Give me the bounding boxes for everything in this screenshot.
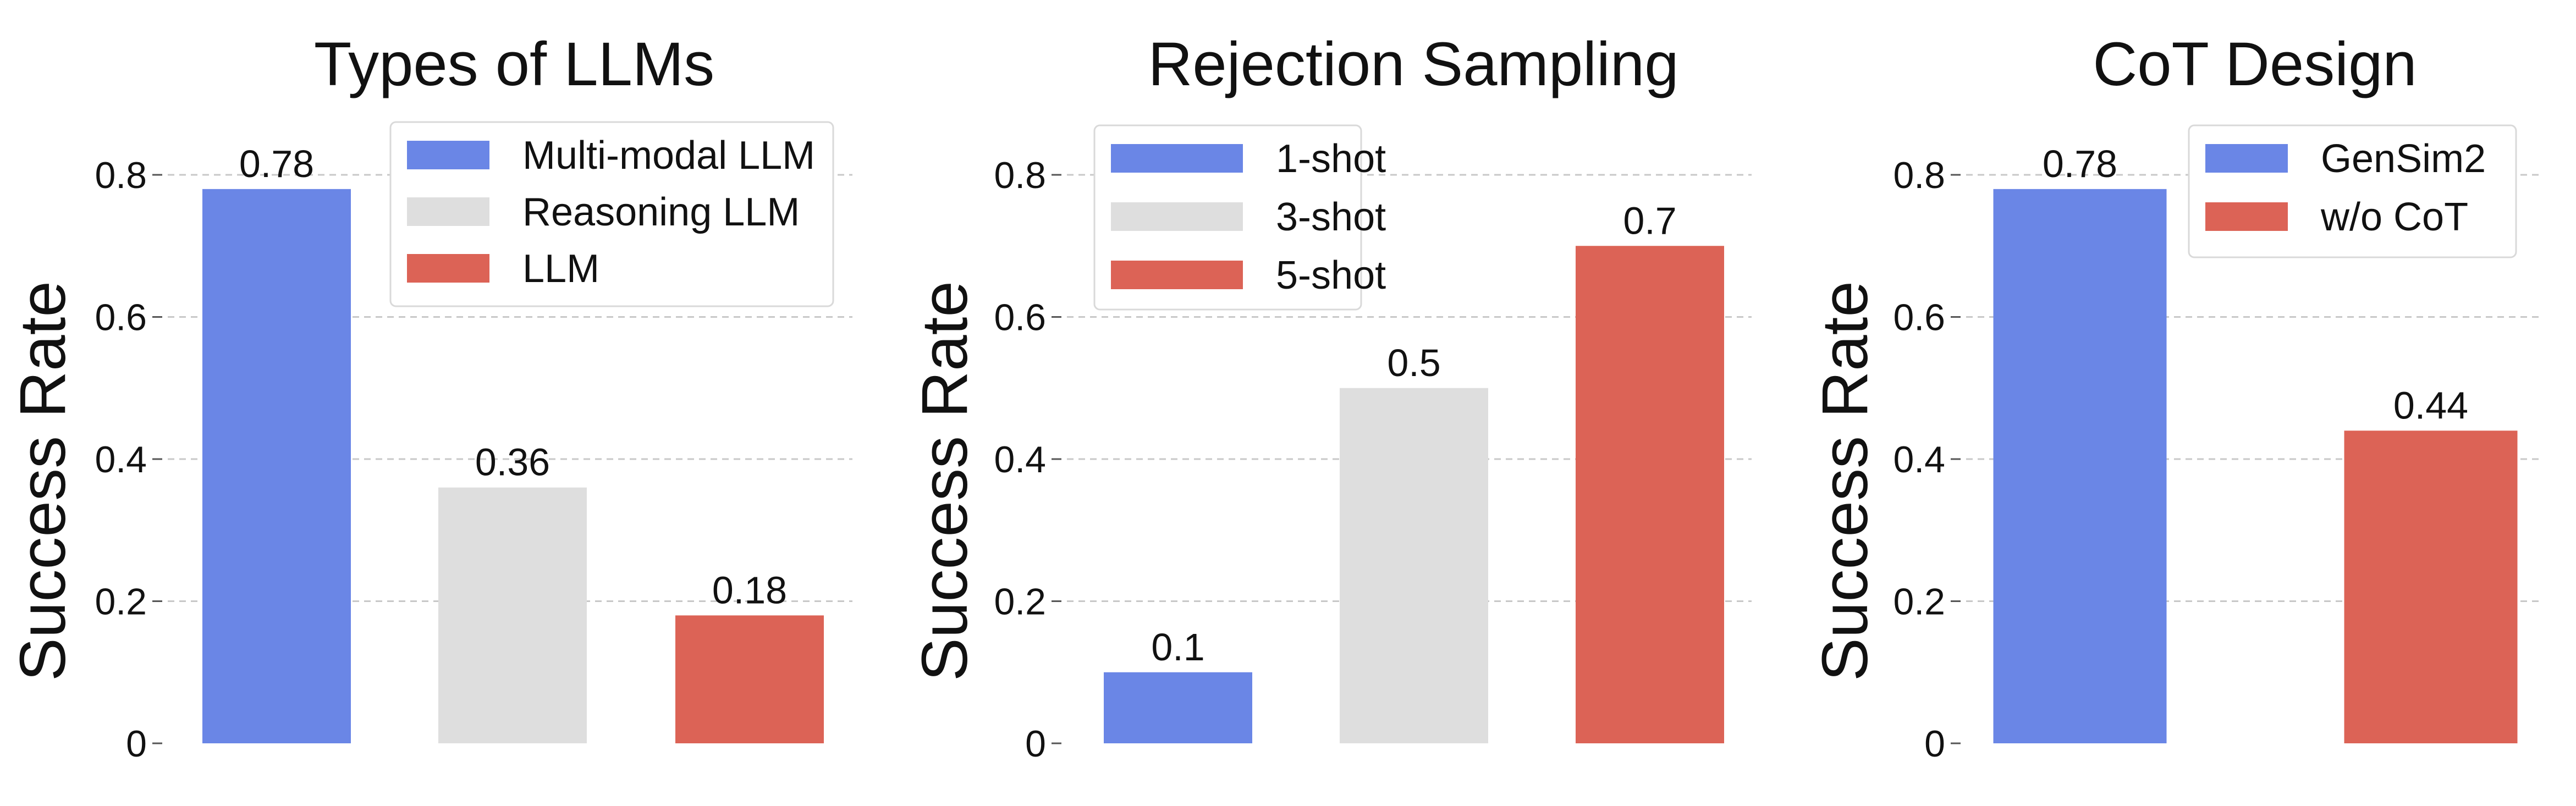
chart-panel-1: Types of LLMs Success Rate 0 0.2 0.4 0.6 0.8 0.… xyxy=(7,30,852,765)
y-tick-label: 0.2 xyxy=(1893,581,1945,623)
legend-swatch xyxy=(1111,144,1243,173)
bar xyxy=(1104,672,1252,743)
y-tick-label: 0.2 xyxy=(95,581,147,623)
legend: Multi-modal LLM Reasoning LLM LLM xyxy=(389,121,834,307)
legend: 1-shot 3-shot 5-shot xyxy=(1093,124,1386,311)
y-tick-label: 0.8 xyxy=(95,154,147,196)
legend-swatch xyxy=(1111,261,1243,289)
legend-entry: Multi-modal LLM xyxy=(522,134,815,178)
chart-panel-2: Rejection Sampling Success Rate 0 0.2 0.4 0.6… xyxy=(909,30,1752,765)
legend-swatch xyxy=(407,254,489,283)
legend: GenSim2 w/o CoT xyxy=(2188,124,2517,258)
y-tick-label: 0.4 xyxy=(994,439,1046,481)
y-tick-label: 0.4 xyxy=(1893,439,1945,481)
bar-value-label: 0.1 xyxy=(1151,626,1204,669)
y-tick-label: 0.6 xyxy=(994,297,1046,339)
y-tick-label: 0.4 xyxy=(95,439,147,481)
chart-title: Rejection Sampling xyxy=(1148,30,1679,98)
bar xyxy=(438,487,587,743)
bar-value-label: 0.44 xyxy=(2393,384,2468,427)
legend-entry: LLM xyxy=(522,247,599,291)
bar xyxy=(202,189,351,744)
legend-swatch xyxy=(2205,144,2288,173)
legend-entry: 5-shot xyxy=(1276,253,1386,297)
y-tick-label: 0 xyxy=(1924,723,1945,765)
legend-entry: 3-shot xyxy=(1276,195,1386,239)
bar xyxy=(1576,246,1724,743)
bar-value-label: 0.18 xyxy=(712,568,787,611)
bar xyxy=(2344,430,2518,743)
legend-entry: w/o CoT xyxy=(2320,195,2468,239)
y-tick-label: 0.8 xyxy=(994,154,1046,196)
bar-value-label: 0.7 xyxy=(1623,199,1676,242)
legend-swatch xyxy=(2205,202,2288,231)
legend-swatch xyxy=(407,197,489,226)
legend-swatch xyxy=(407,141,489,169)
legend-entry: Reasoning LLM xyxy=(522,190,800,234)
y-tick-label: 0 xyxy=(1025,723,1046,765)
y-axis-label: Success Rate xyxy=(909,281,981,681)
legend-entry: GenSim2 xyxy=(2321,137,2486,181)
y-tick-label: 0.8 xyxy=(1893,154,1945,196)
bar xyxy=(1993,189,2167,744)
y-tick-label: 0 xyxy=(126,723,147,765)
legend-swatch xyxy=(1111,202,1243,231)
chart-title: Types of LLMs xyxy=(314,30,714,98)
bar-value-label: 0.36 xyxy=(475,441,550,484)
bar-value-label: 0.78 xyxy=(2043,142,2117,185)
chart-title: CoT Design xyxy=(2093,30,2417,98)
bar xyxy=(1340,388,1488,743)
y-axis-label: Success Rate xyxy=(1809,281,1881,681)
bar-value-label: 0.78 xyxy=(239,142,314,185)
bar-value-label: 0.5 xyxy=(1387,341,1440,384)
y-tick-label: 0.2 xyxy=(994,581,1046,623)
bar xyxy=(675,615,824,743)
legend-frame xyxy=(389,121,834,307)
y-axis-label: Success Rate xyxy=(7,281,79,681)
y-tick-label: 0.6 xyxy=(1893,297,1945,339)
legend-entry: 1-shot xyxy=(1276,137,1386,181)
y-tick-label: 0.6 xyxy=(95,297,147,339)
chart-panel-3: CoT Design Success Rate 0 0.2 0.4 0.6 0.8 0.78 0… xyxy=(1809,30,2541,765)
